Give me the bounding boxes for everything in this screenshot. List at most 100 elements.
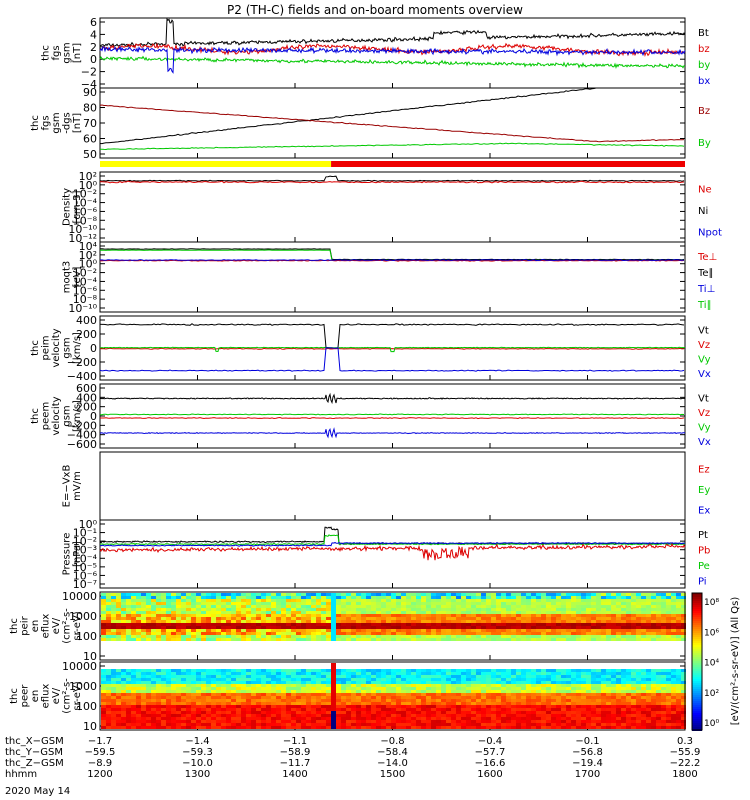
heatmap-cell bbox=[221, 693, 226, 696]
heatmap-cell bbox=[126, 617, 131, 620]
heatmap-cell bbox=[396, 638, 401, 641]
heatmap-cell bbox=[371, 614, 376, 617]
series-by bbox=[99, 55, 685, 69]
heatmap-cell bbox=[531, 714, 536, 717]
heatmap-cell bbox=[126, 693, 131, 696]
heatmap-cell bbox=[476, 684, 481, 687]
heatmap-cell bbox=[101, 596, 106, 599]
heatmap-cell bbox=[446, 672, 451, 675]
series-vy-peem bbox=[99, 413, 685, 416]
heatmap-cell bbox=[241, 723, 246, 726]
colorbar-cell bbox=[692, 677, 702, 679]
heatmap-cell bbox=[311, 602, 316, 605]
heatmap-cell bbox=[471, 708, 476, 711]
heatmap-cell bbox=[586, 699, 591, 702]
y-tick-label: 10⁻⁴ bbox=[73, 197, 98, 210]
heatmap-cell bbox=[421, 696, 426, 699]
heatmap-cell bbox=[226, 678, 231, 681]
heatmap-cell bbox=[111, 720, 116, 723]
heatmap-cell bbox=[626, 696, 631, 699]
heatmap-cell bbox=[561, 720, 566, 723]
x-tick-label: −10.0 bbox=[182, 758, 213, 769]
heatmap-cell bbox=[501, 720, 506, 723]
heatmap-cell bbox=[541, 629, 546, 632]
heatmap-cell bbox=[541, 720, 546, 723]
heatmap-cell bbox=[516, 672, 521, 675]
heatmap-cell bbox=[256, 720, 261, 723]
heatmap-cell bbox=[231, 681, 236, 684]
heatmap-cell bbox=[506, 711, 511, 714]
heatmap-cell bbox=[426, 599, 431, 602]
heatmap-cell bbox=[276, 699, 281, 702]
heatmap-cell bbox=[541, 596, 546, 599]
heatmap-cell bbox=[121, 596, 126, 599]
heatmap-cell bbox=[581, 723, 586, 726]
heatmap-cell bbox=[551, 672, 556, 675]
heatmap-cell bbox=[676, 702, 681, 705]
heatmap-cell bbox=[271, 708, 276, 711]
heatmap-cell bbox=[486, 705, 491, 708]
heatmap-cell bbox=[521, 629, 526, 632]
heatmap-cell bbox=[411, 723, 416, 726]
heatmap-cell bbox=[146, 620, 151, 623]
x-tick-label: −1.7 bbox=[88, 736, 112, 747]
heatmap-cell bbox=[106, 690, 111, 693]
heatmap-cell bbox=[661, 690, 666, 693]
heatmap-cell bbox=[511, 672, 516, 675]
heatmap-cell bbox=[521, 696, 526, 699]
heatmap-cell bbox=[156, 611, 161, 614]
heatmap-cell bbox=[326, 702, 331, 705]
x-tick-label: −58.9 bbox=[280, 747, 311, 758]
heatmap-cell bbox=[121, 687, 126, 690]
heatmap-cell bbox=[641, 717, 646, 720]
heatmap-cell bbox=[246, 596, 251, 599]
heatmap-cell bbox=[256, 717, 261, 720]
heatmap-cell bbox=[116, 626, 121, 629]
heatmap-cell bbox=[531, 623, 536, 626]
heatmap-cell bbox=[131, 675, 136, 678]
heatmap-cell bbox=[536, 717, 541, 720]
heatmap-cell bbox=[596, 702, 601, 705]
heatmap-cell bbox=[136, 696, 141, 699]
heatmap-cell bbox=[476, 599, 481, 602]
heatmap-cell bbox=[461, 593, 466, 596]
heatmap-cell bbox=[386, 717, 391, 720]
heatmap-cell bbox=[581, 705, 586, 708]
heatmap-cell bbox=[271, 626, 276, 629]
heatmap-cell bbox=[216, 629, 221, 632]
heatmap-cell bbox=[496, 681, 501, 684]
heatmap-cell bbox=[591, 605, 596, 608]
heatmap-cell bbox=[256, 608, 261, 611]
heatmap-cell bbox=[411, 635, 416, 638]
heatmap-cell bbox=[196, 629, 201, 632]
heatmap-cell bbox=[266, 687, 271, 690]
heatmap-cell bbox=[656, 669, 661, 672]
y-axis-label: eV/ bbox=[51, 687, 62, 704]
heatmap-cell bbox=[621, 678, 626, 681]
heatmap-cell bbox=[606, 726, 611, 729]
heatmap-cell bbox=[556, 678, 561, 681]
heatmap-cell bbox=[596, 675, 601, 678]
heatmap-cell bbox=[131, 684, 136, 687]
heatmap-cell bbox=[291, 614, 296, 617]
heatmap-cell bbox=[641, 602, 646, 605]
heatmap-cell bbox=[476, 675, 481, 678]
heatmap-cell bbox=[161, 693, 166, 696]
heatmap-cell bbox=[451, 596, 456, 599]
heatmap-cell bbox=[621, 726, 626, 729]
heatmap-cell bbox=[126, 684, 131, 687]
heatmap-cell bbox=[446, 723, 451, 726]
y-tick-label: −400 bbox=[67, 429, 97, 442]
heatmap-cell bbox=[221, 617, 226, 620]
y-tick-label: 10⁻¹ bbox=[73, 527, 97, 540]
heatmap-cell bbox=[616, 617, 621, 620]
y-tick-label: 80 bbox=[83, 102, 97, 115]
heatmap-cell bbox=[231, 708, 236, 711]
heatmap-cell bbox=[596, 690, 601, 693]
heatmap-cell bbox=[516, 635, 521, 638]
heatmap-cell bbox=[616, 678, 621, 681]
heatmap-cell bbox=[481, 711, 486, 714]
heatmap-cell bbox=[496, 629, 501, 632]
heatmap-cell bbox=[621, 611, 626, 614]
heatmap-cell bbox=[336, 684, 341, 687]
